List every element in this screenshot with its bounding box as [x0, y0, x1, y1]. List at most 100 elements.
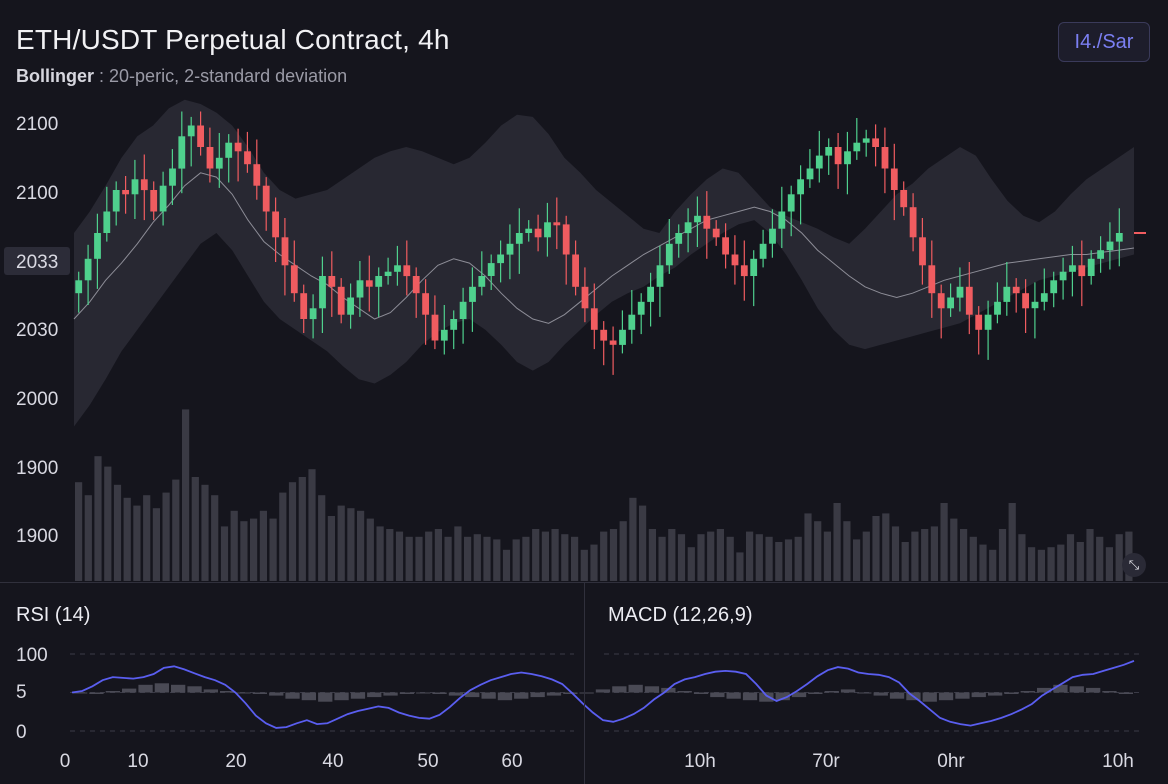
candle-body [225, 142, 233, 158]
volume-bar [687, 547, 695, 581]
candle-body [122, 190, 129, 195]
volume-bar [113, 484, 122, 581]
candle-body [187, 125, 195, 137]
candle-body [834, 147, 842, 165]
oscillator-histogram-bar [367, 692, 382, 698]
volume-bar [84, 495, 92, 581]
x-axis-label: 70r [812, 751, 840, 772]
candle-body [422, 293, 429, 315]
candle-body [356, 280, 364, 298]
candle-body [403, 265, 411, 277]
oscillator-histogram-bar [988, 692, 1003, 696]
oscillator-histogram-bar [1020, 691, 1035, 693]
candle-body [525, 228, 533, 233]
candle-body [815, 155, 823, 169]
oscillator-histogram-bar [612, 686, 627, 693]
oscillator-histogram-bar [1102, 691, 1117, 693]
volume-bar [571, 536, 579, 581]
bollinger-band-fill [74, 99, 1134, 427]
oscillator-histogram-bar [465, 692, 480, 698]
candle-body [150, 190, 158, 212]
oscillator-histogram-bar [840, 689, 856, 693]
macd-panel-title: MACD (12,26,9) [608, 604, 753, 626]
oscillator-histogram-bar [89, 692, 104, 694]
oscillator-histogram-bar [318, 692, 333, 702]
volume-bar [882, 513, 890, 581]
volume-bar [1066, 534, 1075, 581]
candle-body [703, 215, 711, 229]
candle-body [553, 222, 561, 226]
volume-bar [862, 531, 870, 581]
volume-bar [308, 469, 316, 581]
timeframe-badge[interactable]: I4./Sar [1058, 22, 1150, 62]
volume-bar [211, 495, 219, 581]
candle-body [712, 228, 720, 238]
candle-body [469, 286, 476, 302]
candle-body [947, 297, 954, 309]
candle-body [94, 233, 101, 259]
candle-body [628, 314, 636, 330]
candle-body [900, 190, 908, 208]
candle-body [890, 168, 898, 190]
volume-bar [75, 482, 83, 581]
volume-bar [1076, 542, 1084, 581]
oscillator-histogram-bar [971, 692, 986, 698]
oscillator-histogram-bar [105, 691, 120, 693]
x-axis-label: 10h [1102, 751, 1134, 772]
oscillator-histogram-bar [628, 684, 643, 693]
oscillator-histogram-bar [383, 692, 398, 696]
price-axis-label: 2033 [16, 252, 58, 273]
oscillator-histogram-bar [285, 692, 300, 699]
oscillator-histogram-bar [775, 692, 790, 701]
oscillator-histogram-bar [350, 692, 366, 699]
candle-body [1059, 271, 1067, 281]
oscillator-histogram-bar [873, 692, 888, 696]
candle-body [440, 329, 448, 341]
candle-body [1106, 241, 1114, 251]
volume-bar [1096, 536, 1104, 581]
candle-body [206, 147, 214, 169]
candle-body [684, 222, 692, 234]
volume-bar [901, 542, 909, 581]
volume-bar [1105, 547, 1113, 581]
volume-bar [376, 526, 384, 581]
candle-body [769, 228, 776, 244]
oscillator-histogram-bar [269, 692, 284, 696]
candle-body [159, 185, 167, 212]
candle-body [1097, 250, 1104, 259]
volume-bar [201, 484, 209, 581]
volume-bar [162, 492, 170, 581]
candle-body [1050, 280, 1058, 294]
candle-body [300, 293, 308, 319]
volume-bar [123, 497, 131, 581]
candle-body [178, 136, 186, 169]
volume-bar [405, 536, 413, 581]
candle-body [197, 125, 204, 147]
candle-body [600, 329, 608, 341]
candle-body [797, 179, 804, 195]
expand-button[interactable]: ⤡ [1122, 553, 1146, 577]
candle-body [956, 286, 964, 298]
price-axis-label: 2030 [16, 320, 58, 341]
oscillator-histogram-bar [726, 692, 741, 699]
candle-body [656, 265, 664, 287]
oscillator-histogram-bar [1118, 692, 1133, 694]
candle-body [619, 329, 626, 345]
volume-bar [104, 466, 112, 581]
oscillator-histogram-bar [497, 692, 513, 701]
oscillator-histogram-bar [416, 692, 431, 694]
candle-body [290, 265, 298, 294]
oscillator-histogram-bar [938, 692, 954, 701]
volume-bar [580, 549, 588, 581]
volume-bar [327, 516, 335, 581]
candle-body [844, 151, 851, 165]
volume-bar [960, 529, 968, 581]
oscillator-histogram-bar [922, 692, 937, 702]
volume-bar [269, 518, 277, 581]
volume-bar [240, 521, 248, 581]
candle-body [347, 297, 354, 315]
oscillator-histogram-bar [154, 683, 169, 693]
candle-body [853, 142, 861, 152]
volume-bar [464, 536, 472, 581]
volume-bar [541, 531, 549, 581]
